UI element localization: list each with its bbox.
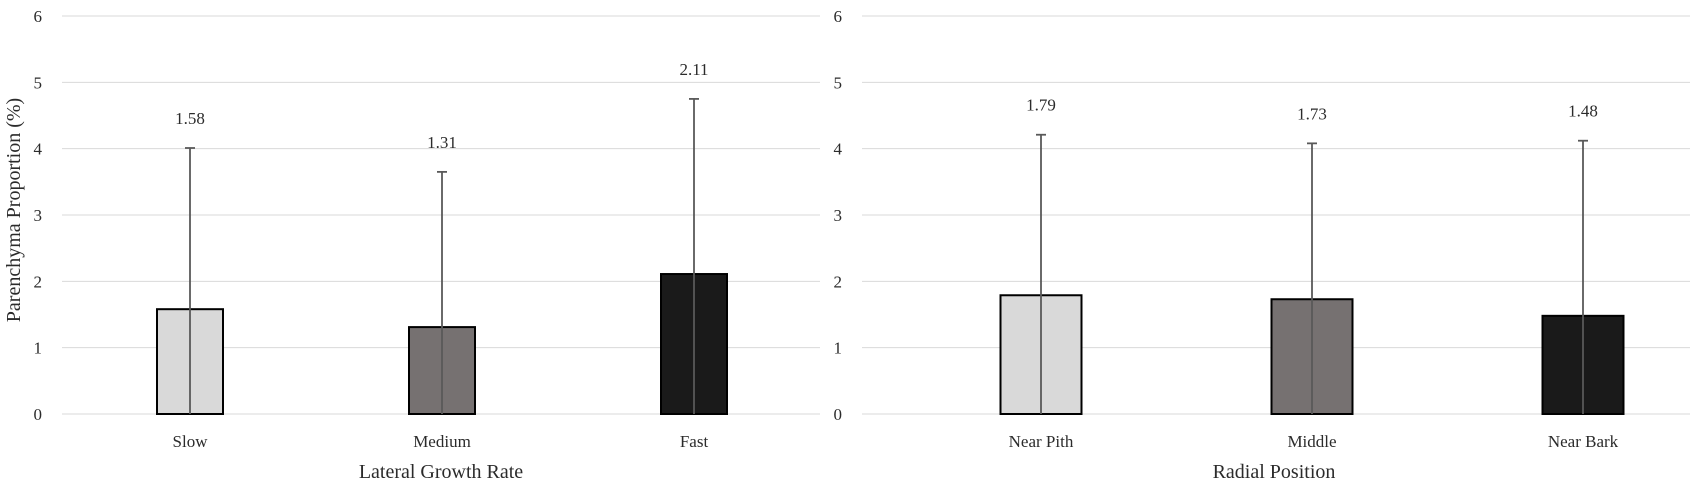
data-label: 2.11 [679, 60, 708, 79]
data-label: 1.58 [175, 109, 205, 128]
y-tick-label: 4 [34, 140, 43, 159]
data-label: 1.48 [1568, 102, 1598, 121]
data-label: 1.73 [1297, 104, 1327, 123]
y-tick-label: 1 [34, 339, 43, 358]
y-tick-label: 1 [834, 339, 843, 358]
y-tick-label: 4 [834, 140, 843, 159]
x-axis-title: Radial Position [1213, 461, 1336, 483]
category-label: Middle [1287, 432, 1336, 451]
y-axis-title: Parenchyma Proportion (%) [3, 98, 25, 322]
x-axis-title: Lateral Growth Rate [359, 461, 523, 483]
y-tick-label: 3 [834, 206, 843, 225]
y-tick-label: 5 [834, 73, 843, 92]
y-tick-label: 3 [34, 206, 43, 225]
category-label: Fast [680, 432, 709, 451]
y-tick-label: 5 [34, 73, 43, 92]
data-label: 1.31 [427, 133, 457, 152]
category-label: Slow [173, 432, 209, 451]
y-tick-label: 2 [834, 272, 843, 291]
category-label: Near Pith [1009, 432, 1074, 451]
y-tick-label: 0 [34, 405, 43, 424]
data-label: 1.79 [1026, 96, 1056, 115]
y-tick-label: 6 [834, 7, 843, 26]
category-label: Near Bark [1548, 432, 1619, 451]
y-tick-label: 0 [834, 405, 843, 424]
y-tick-label: 2 [34, 272, 43, 291]
y-tick-label: 6 [34, 7, 43, 26]
category-label: Medium [413, 432, 471, 451]
